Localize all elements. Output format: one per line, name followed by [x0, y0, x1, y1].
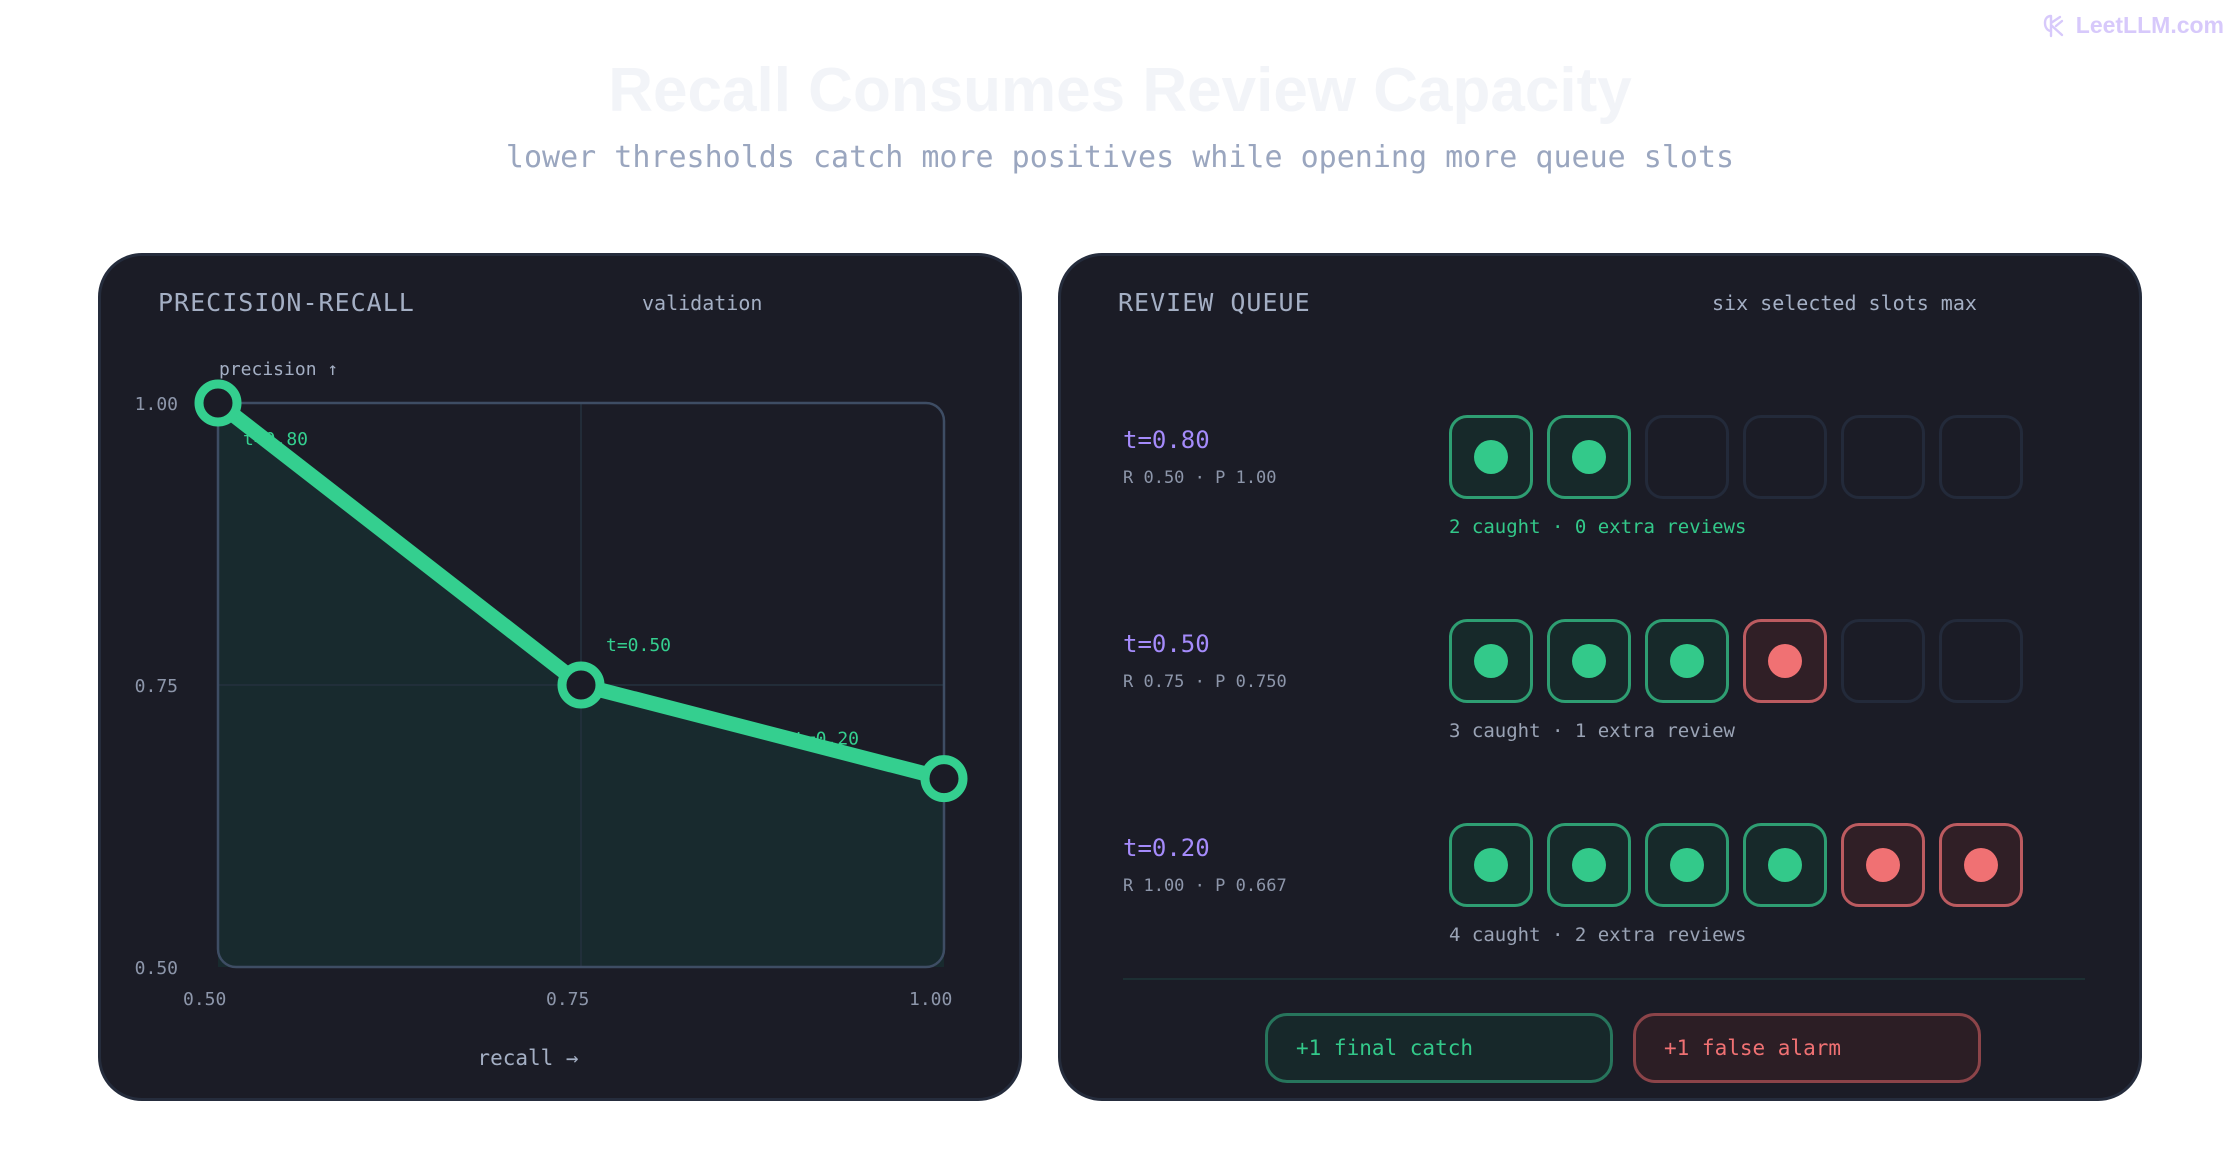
- x-tick-label: 0.50: [183, 989, 226, 1010]
- row-threshold: t=0.50: [1123, 630, 1210, 658]
- queue-slot-empty: [1939, 619, 2023, 703]
- queue-slot-catch: [1645, 823, 1729, 907]
- page-subtitle: lower thresholds catch more positives wh…: [505, 140, 1735, 175]
- legend-false-alarm: +1 false alarm: [1633, 1013, 1981, 1083]
- queue-slot-empty: [1939, 415, 2023, 499]
- catch-dot-icon: [1572, 848, 1606, 882]
- row-summary: 2 caught · 0 extra reviews: [1449, 516, 1747, 538]
- catch-dot-icon: [1572, 644, 1606, 678]
- panel-title: PRECISION-RECALL: [158, 288, 415, 317]
- queue-slot-empty: [1645, 415, 1729, 499]
- catch-dot-icon: [1670, 848, 1704, 882]
- queue-slot-catch: [1547, 823, 1631, 907]
- legend-final-catch: +1 final catch: [1265, 1013, 1613, 1083]
- page-title: Recall Consumes Review Capacity: [608, 56, 1632, 125]
- queue-slot-empty: [1841, 619, 1925, 703]
- queue-slot-catch: [1547, 619, 1631, 703]
- catch-dot-icon: [1474, 848, 1508, 882]
- queue-slot-catch: [1547, 415, 1631, 499]
- row-threshold: t=0.80: [1123, 426, 1210, 454]
- queue-slot-false-alarm: [1939, 823, 2023, 907]
- row-metrics: R 1.00 · P 0.667: [1123, 876, 1287, 896]
- panel-note: six selected slots max: [1712, 291, 1977, 315]
- brand-logo: LeetLLM.com: [2042, 12, 2224, 39]
- row-metrics: R 0.50 · P 1.00: [1123, 468, 1277, 488]
- false-alarm-dot-icon: [1964, 848, 1998, 882]
- row-threshold: t=0.20: [1123, 834, 1210, 862]
- false-alarm-dot-icon: [1866, 848, 1900, 882]
- panel-title: REVIEW QUEUE: [1118, 288, 1311, 317]
- queue-slot-catch: [1449, 619, 1533, 703]
- divider: [1123, 978, 2085, 980]
- queue-slot-catch: [1449, 415, 1533, 499]
- x-axis-title: recall →: [477, 1046, 578, 1070]
- queue-slot-catch: [1449, 823, 1533, 907]
- panel-note: validation: [642, 291, 763, 315]
- catch-dot-icon: [1572, 440, 1606, 474]
- catch-dot-icon: [1670, 644, 1704, 678]
- false-alarm-dot-icon: [1768, 644, 1802, 678]
- catch-dot-icon: [1474, 644, 1508, 678]
- y-tick-label: 0.75: [135, 676, 178, 697]
- brand-text: LeetLLM.com: [2075, 12, 2224, 38]
- data-point-label: t=0.20: [794, 729, 859, 750]
- row-metrics: R 0.75 · P 0.750: [1123, 672, 1287, 692]
- queue-slot-empty: [1743, 415, 1827, 499]
- y-axis-title: precision ↑: [219, 359, 338, 380]
- data-point-label: t=0.50: [606, 635, 671, 656]
- precision-recall-chart: precision ↑ 1.00 0.75 0.500.50 0.75 1.00 recal…: [135, 359, 968, 1070]
- y-tick-label: 0.50: [135, 958, 178, 979]
- queue-slot-empty: [1841, 415, 1925, 499]
- plot-frame: [216, 401, 946, 969]
- data-point: [194, 379, 242, 427]
- row-summary: 3 caught · 1 extra review: [1449, 720, 1735, 742]
- row-summary: 4 caught · 2 extra reviews: [1449, 924, 1747, 946]
- queue-slot-catch: [1645, 619, 1729, 703]
- data-point-label: t=0.80: [243, 429, 308, 450]
- data-point: [920, 755, 968, 803]
- brand-icon: [2043, 14, 2063, 37]
- precision-recall-panel: PRECISION-RECALL validation precision ↑ 1…: [98, 253, 1022, 1101]
- data-point: [557, 661, 605, 709]
- queue-slot-false-alarm: [1743, 619, 1827, 703]
- x-tick-label: 0.75: [546, 989, 589, 1010]
- review-queue-panel: REVIEW QUEUE six selected slots max t=0.…: [1058, 253, 2142, 1101]
- queue-slot-false-alarm: [1841, 823, 1925, 907]
- catch-dot-icon: [1768, 848, 1802, 882]
- y-tick-label: 1.00: [135, 394, 178, 415]
- x-tick-label: 1.00: [909, 989, 952, 1010]
- queue-slot-catch: [1743, 823, 1827, 907]
- catch-dot-icon: [1474, 440, 1508, 474]
